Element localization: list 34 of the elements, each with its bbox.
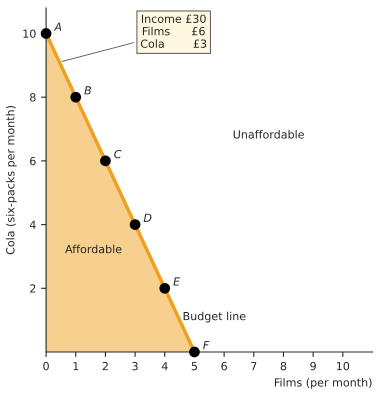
x-tick-label: 4 [162,362,168,370]
annotation: C [114,150,122,158]
annotation: Unaffordable [234,130,304,139]
point [159,282,170,294]
x-tick-label: 7 [251,362,256,370]
x-tick-label: 8 [280,362,286,370]
point [40,28,52,39]
annotation: E [173,277,180,286]
point [100,156,111,166]
y-tick-label: 2 [30,284,36,293]
annotation: D [144,214,152,222]
y-tick-label: 6 [30,156,36,166]
x-tick-label: 10 [336,362,350,370]
x-axis-title: Films (per month) [274,378,372,389]
x-tick-label: 2 [102,362,108,370]
annotation: F [203,341,210,350]
x-tick-label: 1 [73,362,78,370]
annotation: Affordable [65,244,122,254]
x-tick-label: 3 [132,362,138,370]
annotation: A [54,22,62,31]
point [70,92,82,103]
x-tick-label: 5 [192,362,198,370]
y-tick-label: 10 [23,29,36,38]
annotation: Income £30 Films £6 Cola £3 [140,14,206,48]
y-tick-label: 8 [30,93,36,102]
x-tick-label: 0 [43,362,49,370]
x-tick-label: 6 [221,362,227,370]
annotation: B [84,86,92,94]
y-axis-title: Cola (six-packs per month) [6,106,17,254]
annotation: Budget line [184,312,246,322]
point [189,346,200,358]
point [130,219,140,230]
x-tick-label: 9 [310,362,316,370]
y-tick-label: 4 [30,220,36,229]
